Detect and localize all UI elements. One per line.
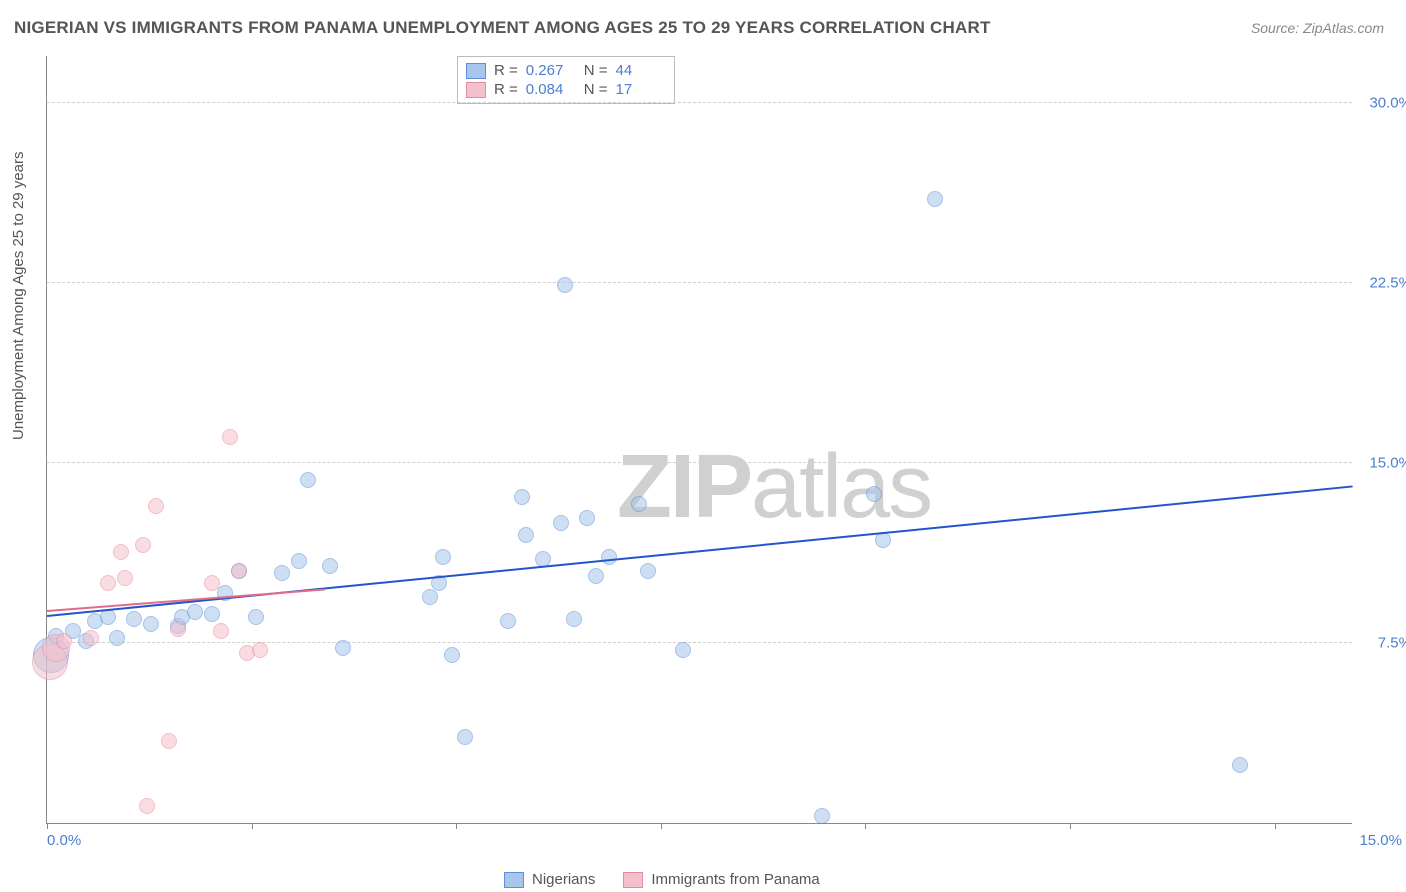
scatter-point (444, 647, 460, 663)
scatter-point (187, 604, 203, 620)
scatter-point (248, 609, 264, 625)
y-axis-label: Unemployment Among Ages 25 to 29 years (10, 151, 27, 440)
scatter-point (117, 570, 133, 586)
scatter-point (56, 633, 72, 649)
scatter-point (291, 553, 307, 569)
scatter-point (274, 565, 290, 581)
scatter-point (204, 575, 220, 591)
xtick-label-right: 15.0% (1359, 832, 1402, 849)
r-value-1: 0.267 (526, 62, 576, 79)
scatter-point (553, 515, 569, 531)
stats-legend-box: R = 0.267 N = 44 R = 0.084 N = 17 (457, 56, 675, 104)
scatter-point (457, 729, 473, 745)
plot-area: ZIPatlas R = 0.267 N = 44 R = 0.084 N = … (46, 56, 1352, 824)
scatter-point (252, 642, 268, 658)
gridline (47, 642, 1352, 643)
scatter-point (435, 549, 451, 565)
gridline (47, 462, 1352, 463)
legend-item-1: Nigerians (504, 871, 595, 888)
ytick-label: 30.0% (1362, 95, 1406, 112)
stats-row-2: R = 0.084 N = 17 (466, 80, 666, 99)
watermark-bold: ZIP (617, 437, 751, 537)
scatter-point (148, 498, 164, 514)
scatter-point (579, 510, 595, 526)
n-label: N = (584, 62, 608, 79)
legend-label-2: Immigrants from Panama (651, 871, 819, 888)
scatter-point (675, 642, 691, 658)
chart-title: NIGERIAN VS IMMIGRANTS FROM PANAMA UNEMP… (14, 18, 991, 38)
xtick (865, 823, 866, 829)
scatter-point (300, 472, 316, 488)
bottom-legend: Nigerians Immigrants from Panama (504, 871, 820, 888)
scatter-point (640, 563, 656, 579)
r-label: R = (494, 62, 518, 79)
swatch-series1 (466, 63, 486, 79)
scatter-point (139, 798, 155, 814)
legend-swatch-1 (504, 872, 524, 888)
r-value-2: 0.084 (526, 81, 576, 98)
scatter-point (126, 611, 142, 627)
scatter-point (161, 733, 177, 749)
legend-label-1: Nigerians (532, 871, 595, 888)
n-value-1: 44 (616, 62, 666, 79)
trendline (47, 588, 326, 612)
scatter-point (1232, 757, 1248, 773)
scatter-point (518, 527, 534, 543)
legend-swatch-2 (623, 872, 643, 888)
scatter-point (566, 611, 582, 627)
xtick (1070, 823, 1071, 829)
trendline (47, 485, 1353, 617)
scatter-point (135, 537, 151, 553)
scatter-point (514, 489, 530, 505)
scatter-point (335, 640, 351, 656)
scatter-point (588, 568, 604, 584)
scatter-point (100, 575, 116, 591)
xtick (47, 823, 48, 829)
ytick-label: 22.5% (1362, 275, 1406, 292)
n-value-2: 17 (616, 81, 666, 98)
scatter-point (83, 630, 99, 646)
scatter-point (143, 616, 159, 632)
source-label: Source: ZipAtlas.com (1251, 20, 1384, 36)
stats-row-1: R = 0.267 N = 44 (466, 61, 666, 80)
scatter-point (231, 563, 247, 579)
xtick (661, 823, 662, 829)
ytick-label: 15.0% (1362, 455, 1406, 472)
scatter-point (601, 549, 617, 565)
xtick (252, 823, 253, 829)
scatter-point (422, 589, 438, 605)
scatter-point (170, 621, 186, 637)
watermark-rest: atlas (751, 437, 931, 537)
scatter-point (222, 429, 238, 445)
watermark: ZIPatlas (617, 436, 931, 539)
gridline (47, 282, 1352, 283)
legend-item-2: Immigrants from Panama (623, 871, 819, 888)
r-label: R = (494, 81, 518, 98)
n-label: N = (584, 81, 608, 98)
scatter-point (814, 808, 830, 824)
scatter-point (204, 606, 220, 622)
scatter-point (113, 544, 129, 560)
xtick (456, 823, 457, 829)
scatter-point (927, 191, 943, 207)
scatter-point (866, 486, 882, 502)
scatter-point (500, 613, 516, 629)
scatter-point (322, 558, 338, 574)
scatter-point (109, 630, 125, 646)
xtick (1275, 823, 1276, 829)
xtick-label-left: 0.0% (47, 832, 81, 849)
swatch-series2 (466, 82, 486, 98)
scatter-point (557, 277, 573, 293)
scatter-point (631, 496, 647, 512)
scatter-point (213, 623, 229, 639)
ytick-label: 7.5% (1362, 635, 1406, 652)
gridline (47, 102, 1352, 103)
